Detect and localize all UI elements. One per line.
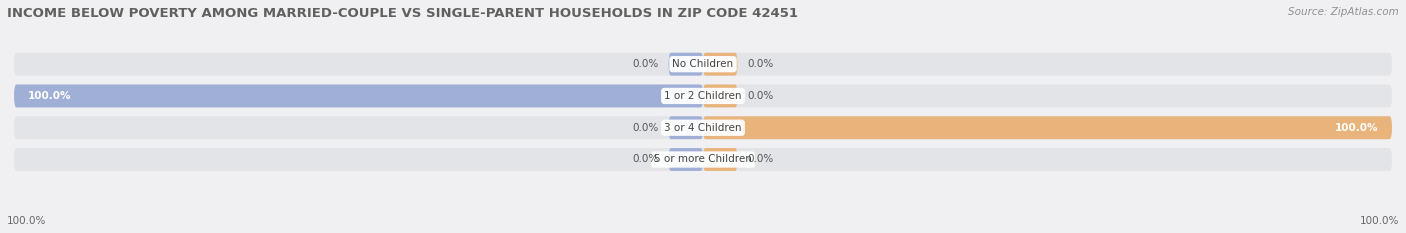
Text: 100.0%: 100.0% — [1360, 216, 1399, 226]
Text: 1 or 2 Children: 1 or 2 Children — [664, 91, 742, 101]
Text: 100.0%: 100.0% — [28, 91, 72, 101]
Text: 3 or 4 Children: 3 or 4 Children — [664, 123, 742, 133]
Text: Source: ZipAtlas.com: Source: ZipAtlas.com — [1288, 7, 1399, 17]
FancyBboxPatch shape — [14, 148, 1392, 171]
FancyBboxPatch shape — [14, 85, 1392, 107]
FancyBboxPatch shape — [669, 53, 703, 76]
Text: 0.0%: 0.0% — [631, 123, 658, 133]
Text: 0.0%: 0.0% — [748, 91, 775, 101]
FancyBboxPatch shape — [14, 116, 1392, 139]
FancyBboxPatch shape — [14, 53, 1392, 76]
Text: 100.0%: 100.0% — [7, 216, 46, 226]
FancyBboxPatch shape — [14, 85, 703, 107]
Text: INCOME BELOW POVERTY AMONG MARRIED-COUPLE VS SINGLE-PARENT HOUSEHOLDS IN ZIP COD: INCOME BELOW POVERTY AMONG MARRIED-COUPL… — [7, 7, 799, 20]
Text: 5 or more Children: 5 or more Children — [654, 154, 752, 164]
Text: 0.0%: 0.0% — [748, 59, 775, 69]
FancyBboxPatch shape — [703, 148, 738, 171]
FancyBboxPatch shape — [703, 85, 738, 107]
Text: 100.0%: 100.0% — [1334, 123, 1378, 133]
Text: 0.0%: 0.0% — [748, 154, 775, 164]
FancyBboxPatch shape — [703, 116, 1392, 139]
Text: 0.0%: 0.0% — [631, 59, 658, 69]
Text: No Children: No Children — [672, 59, 734, 69]
FancyBboxPatch shape — [669, 148, 703, 171]
FancyBboxPatch shape — [669, 116, 703, 139]
FancyBboxPatch shape — [703, 53, 738, 76]
Text: 0.0%: 0.0% — [631, 154, 658, 164]
